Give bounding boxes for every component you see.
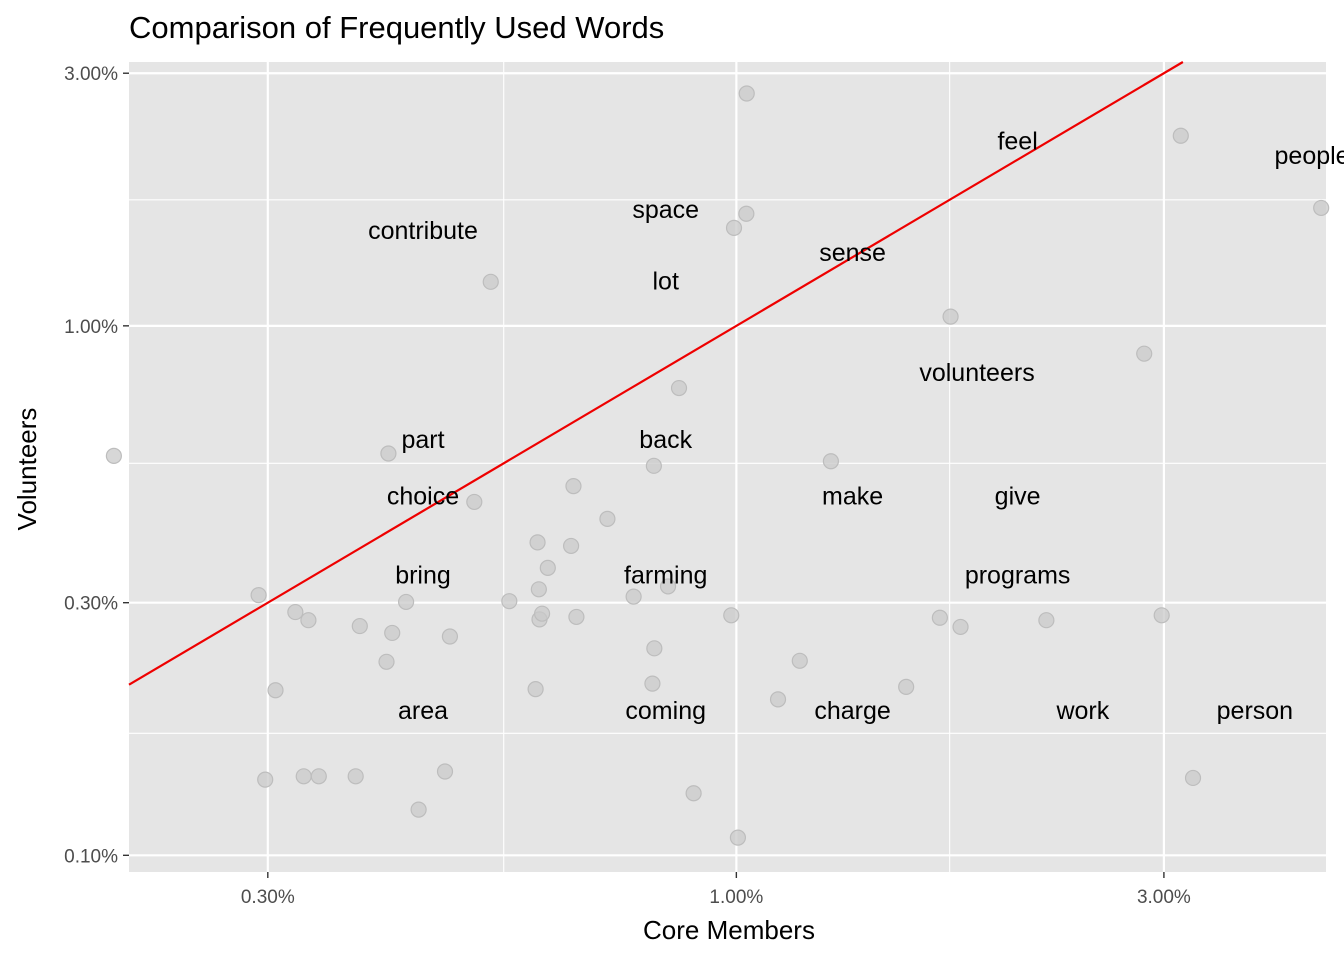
- word-label-feel: feel: [997, 127, 1037, 155]
- data-point-39: [729, 829, 747, 846]
- data-point-11: [380, 445, 397, 462]
- word-label-coming: coming: [625, 697, 706, 725]
- data-point-40: [738, 205, 755, 222]
- chart-title: Comparison of Frequently Used Words: [129, 10, 664, 45]
- x-tick-label-0: 0.30%: [241, 887, 295, 908]
- data-point-25: [539, 559, 556, 577]
- data-point-3: [267, 682, 284, 699]
- plot-panel: [129, 62, 1326, 872]
- data-point-51: [1153, 607, 1170, 624]
- data-point-5: [295, 768, 312, 785]
- data-point-46: [931, 609, 948, 626]
- word-label-back: back: [639, 426, 692, 454]
- word-label-lot: lot: [653, 268, 679, 296]
- y-tick-label-2: 1.00%: [64, 317, 118, 338]
- data-point-52: [1172, 127, 1189, 144]
- data-point-50: [1136, 345, 1153, 362]
- data-point-21: [529, 534, 546, 551]
- data-point-44: [822, 453, 840, 470]
- data-point-53: [1184, 769, 1202, 787]
- data-point-20: [527, 681, 544, 698]
- word-label-people: people: [1275, 142, 1344, 170]
- data-point-19: [501, 593, 518, 610]
- word-label-choice: choice: [387, 483, 459, 511]
- data-point-4: [287, 603, 304, 621]
- data-point-36: [685, 785, 702, 802]
- reference-line-layer: [128, 61, 1184, 686]
- word-labels-layer: feel people space contribute sense lot volunte…: [368, 127, 1344, 725]
- data-point-38: [725, 219, 743, 237]
- data-point-8: [347, 768, 364, 785]
- data-point-16: [441, 628, 459, 645]
- data-point-48: [952, 618, 969, 636]
- reference-line-y-equals-x: [128, 61, 1184, 686]
- data-point-1: [250, 587, 267, 604]
- data-point-27: [565, 478, 582, 495]
- x-tick-label-2: 3.00%: [1137, 887, 1191, 908]
- data-point-35: [670, 379, 688, 397]
- data-point-32: [645, 457, 662, 474]
- data-point-42: [769, 691, 787, 708]
- word-label-volunteers: volunteers: [919, 359, 1034, 387]
- data-point-54: [1313, 199, 1330, 217]
- y-tick-label-3: 3.00%: [64, 64, 118, 85]
- data-point-37: [723, 607, 740, 624]
- word-label-work: work: [1055, 697, 1109, 725]
- data-point-34: [659, 578, 677, 595]
- data-point-13: [397, 593, 415, 611]
- data-point-17: [466, 493, 483, 511]
- data-point-30: [625, 588, 642, 605]
- y-axis-title: Volunteers: [12, 408, 42, 531]
- data-point-18: [482, 273, 499, 290]
- data-point-45: [898, 678, 915, 696]
- word-label-area: area: [398, 697, 448, 725]
- points-layer: [105, 85, 1330, 846]
- data-point-31: [644, 675, 661, 692]
- word-label-make: make: [822, 483, 883, 511]
- data-point-43: [791, 652, 808, 669]
- word-label-farming: farming: [624, 562, 707, 590]
- data-point-24: [533, 605, 551, 622]
- word-label-part: part: [401, 426, 444, 454]
- word-label-space: space: [632, 196, 699, 224]
- data-point-6: [300, 612, 317, 629]
- data-point-28: [568, 608, 585, 626]
- word-label-sense: sense: [819, 239, 886, 267]
- y-tick-label-1: 0.30%: [64, 594, 118, 615]
- data-point-29: [599, 510, 616, 527]
- data-point-41: [738, 85, 755, 102]
- y-tick-label-0: 0.10%: [64, 846, 118, 867]
- data-point-0: [105, 447, 122, 465]
- data-point-47: [942, 308, 959, 325]
- word-label-bring: bring: [395, 562, 451, 590]
- data-point-49: [1038, 612, 1055, 629]
- axes: 0.30% 1.00% 3.00% 0.10% 0.30% 1.00% 3.00%: [64, 64, 1191, 908]
- word-label-give: give: [995, 483, 1041, 511]
- data-point-2: [257, 771, 274, 788]
- data-point-22: [530, 581, 547, 598]
- data-point-7: [310, 768, 327, 785]
- word-label-charge: charge: [814, 697, 890, 725]
- x-tick-label-1: 1.00%: [709, 887, 763, 908]
- word-label-person: person: [1217, 697, 1293, 725]
- gridlines: [129, 62, 1326, 872]
- data-point-9: [351, 617, 368, 635]
- data-point-15: [436, 763, 454, 780]
- x-axis-title: Core Members: [643, 915, 815, 945]
- word-label-contribute: contribute: [368, 217, 478, 245]
- data-point-10: [378, 653, 395, 670]
- data-point-26: [562, 537, 580, 555]
- data-point-14: [410, 801, 427, 818]
- data-point-12: [384, 624, 401, 642]
- data-point-33: [646, 640, 663, 657]
- word-label-programs: programs: [965, 562, 1071, 590]
